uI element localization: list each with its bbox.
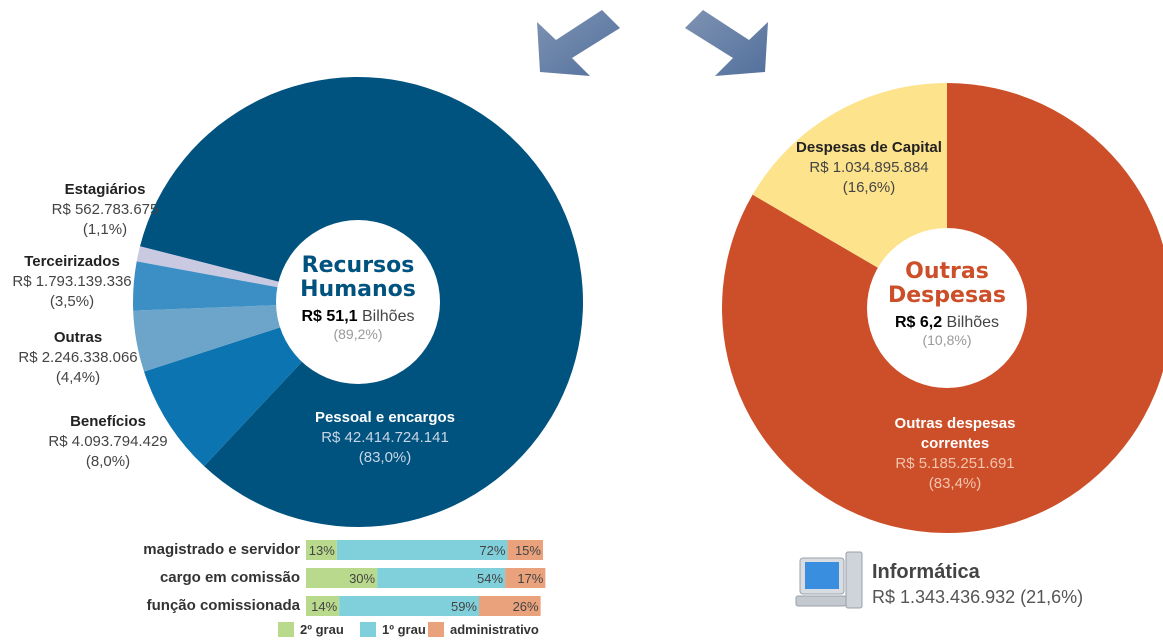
slice-label: Estagiários R$ 562.783.675 (1,1%) (15, 180, 195, 240)
slice-name: Despesas de Capital (796, 139, 942, 156)
arrow-left (537, 10, 620, 76)
slice-name: Outras (53, 329, 103, 346)
slice-amount: R$ 5.185.251.691 (895, 455, 1015, 472)
slice-percent: (16,6%) (842, 179, 896, 196)
bar-segment (306, 540, 337, 560)
informatica-label: R$ 1.343.436.932 (21,6%) (872, 587, 1084, 607)
slice-percent: (8,0%) (85, 453, 131, 470)
bar-segment (479, 596, 541, 616)
center-unit: Bilhões (362, 308, 415, 325)
slice-amount: R$ 562.783.675 (51, 201, 159, 218)
segment-label: 14% (311, 599, 338, 614)
bar-segment (306, 568, 378, 588)
legend-label: 1º grau (382, 622, 426, 637)
slice-amount: R$ 42.414.724.141 (321, 429, 449, 446)
segment-label: 13% (308, 543, 335, 558)
slice-name: Outras despesas correntes (894, 415, 1016, 452)
pie-center (276, 220, 440, 384)
legend-swatch (278, 622, 294, 637)
legend-label: 2º grau (300, 622, 344, 637)
center-value: R$ 51,1 (301, 308, 358, 325)
legend-swatch (360, 622, 376, 637)
slice-amount: R$ 4.093.794.429 (48, 433, 168, 450)
slice-name: Terceirizados (24, 253, 120, 270)
informatica-title: Informática (872, 561, 980, 583)
slice-label: Terceirizados R$ 1.793.139.336 (3,5%) (0, 252, 162, 312)
segment-label: 30% (349, 571, 376, 586)
segment-label: 54% (477, 571, 504, 586)
segment-label: 17% (517, 571, 544, 586)
slice-percent: (1,1%) (82, 221, 128, 238)
bar-segment (306, 596, 340, 616)
center-label: Recursos Humanos R$ 51,1 Bilhões (89,2%) (278, 253, 438, 343)
center-share: (10,8%) (922, 332, 972, 348)
row-label: função comissionada (146, 597, 300, 614)
slice-label: Pessoal e encargos R$ 42.414.724.141 (83,0… (295, 408, 475, 468)
slice-percent: (3,5%) (49, 293, 95, 310)
slice-amount: R$ 1.034.895.884 (809, 159, 929, 176)
slice-label: Outras despesas correntes R$ 5.185.251.69… (865, 414, 1045, 494)
bar-segment (336, 540, 508, 560)
segment-label: 26% (512, 599, 539, 614)
row-label: magistrado e servidor (143, 541, 300, 558)
pie-center (867, 228, 1027, 388)
bar-segment (339, 596, 480, 616)
legend-swatch (428, 622, 444, 637)
slice-label: Outras R$ 2.246.338.066 (4,4%) (0, 328, 168, 388)
center-value-line: R$ 6,2 Bilhões (867, 314, 1027, 332)
row-label: cargo em comissão (159, 569, 300, 586)
center-label: Outras Despesas R$ 6,2 Bilhões (10,8%) (867, 259, 1027, 349)
bar-segment (377, 568, 506, 588)
legend-label: administrativo (450, 622, 539, 637)
bar-segment (505, 568, 546, 588)
slice-amount: R$ 2.246.338.066 (18, 349, 138, 366)
slice-percent: (4,4%) (55, 369, 101, 386)
center-unit: Bilhões (946, 314, 1000, 331)
slice-percent: (83,4%) (928, 475, 982, 492)
slice-name: Pessoal e encargos (314, 409, 456, 426)
slice-name: Estagiários (64, 181, 146, 198)
center-value: R$ 6,2 (894, 314, 943, 331)
center-share: (89,2%) (333, 326, 383, 342)
center-title: Recursos Humanos (300, 253, 416, 302)
segment-label: 15% (514, 543, 541, 558)
slice-name: Benefícios (70, 413, 146, 430)
slice-label: Benefícios R$ 4.093.794.429 (8,0%) (18, 412, 198, 472)
segment-label: 59% (450, 599, 477, 614)
center-value-line: R$ 51,1 Bilhões (278, 308, 438, 326)
arrow-right (685, 10, 768, 76)
slice-label: Despesas de Capital R$ 1.034.895.884 (16,6… (779, 138, 959, 198)
slice-amount: R$ 1.793.139.336 (12, 273, 132, 290)
computer-icon (795, 551, 863, 609)
bar-segment (507, 540, 543, 560)
segment-label: 72% (479, 543, 506, 558)
center-title: Outras Despesas (888, 259, 1006, 308)
slice-percent: (83,0%) (358, 449, 412, 466)
